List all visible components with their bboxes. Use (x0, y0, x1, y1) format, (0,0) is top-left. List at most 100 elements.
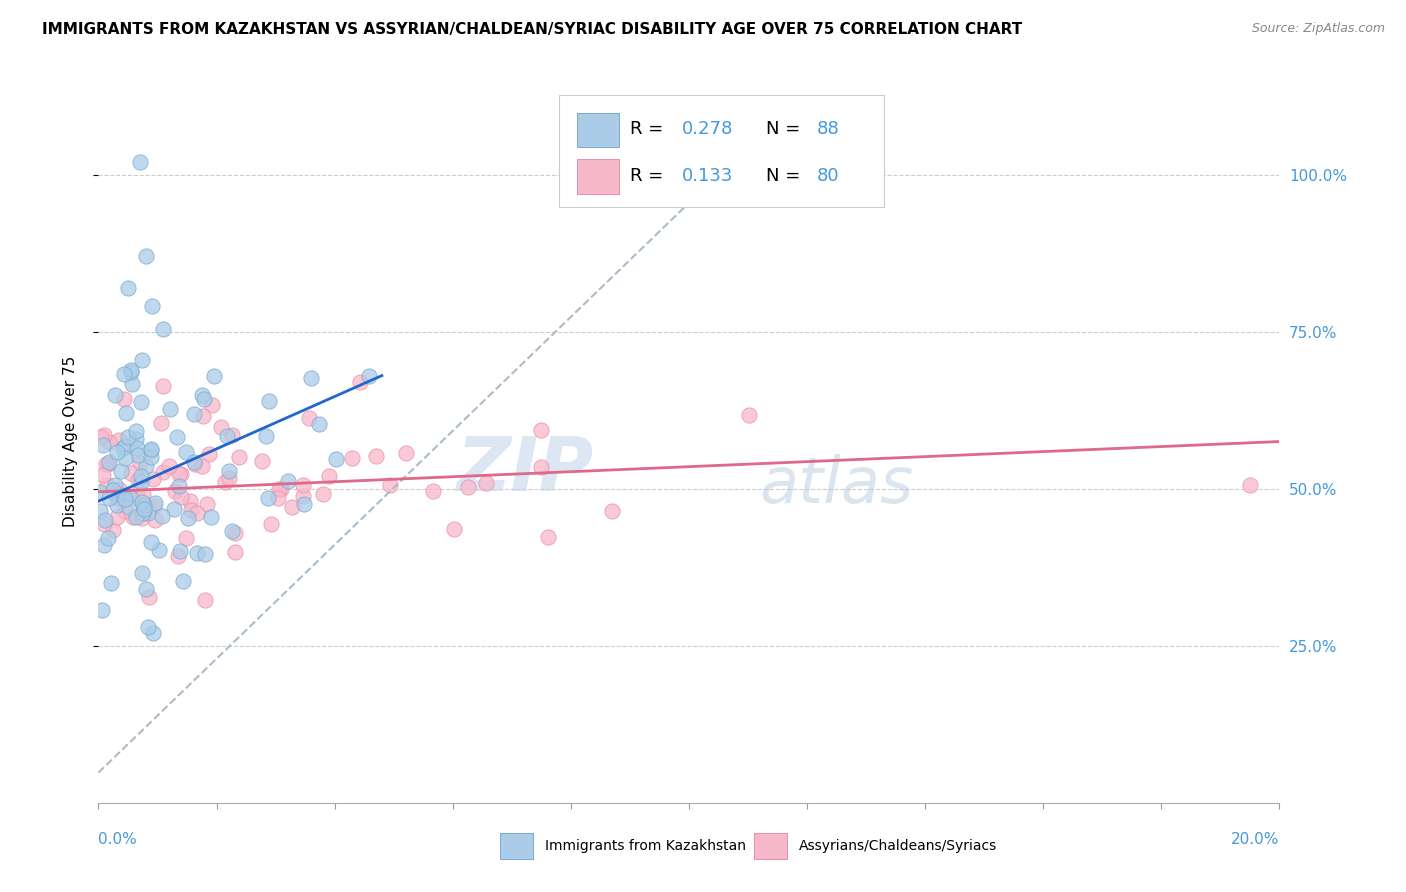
Point (349, 375, 371, 389)
Point (221, 524, 243, 539)
Point (152, 379, 174, 393)
Point (101, 524, 124, 538)
Point (89, 484, 111, 499)
Text: atlas: atlas (759, 454, 914, 516)
Point (174, 531, 197, 545)
Point (134, 498, 156, 512)
Point (738, 408, 761, 422)
Text: 20.0%: 20.0% (1232, 831, 1279, 847)
Point (131, 566, 153, 581)
Point (277, 474, 299, 488)
Point (94, 457, 117, 471)
Text: 0.278: 0.278 (682, 120, 733, 138)
Point (152, 322, 174, 336)
Point (1239, 477, 1261, 491)
Point (107, 491, 129, 506)
Point (97, 531, 120, 545)
Point (104, 478, 127, 492)
Point (214, 475, 236, 489)
Point (125, 510, 148, 524)
Point (224, 525, 246, 540)
Point (357, 368, 380, 383)
Point (291, 477, 314, 491)
Point (131, 494, 153, 508)
Point (378, 477, 401, 491)
Point (150, 416, 173, 430)
Point (218, 464, 240, 478)
Point (132, 506, 155, 520)
Point (366, 450, 388, 464)
Text: R =: R = (630, 168, 669, 186)
Point (177, 511, 200, 525)
Point (145, 513, 167, 527)
Point (530, 460, 553, 475)
Point (228, 450, 250, 465)
Point (186, 507, 208, 521)
Point (139, 443, 162, 458)
Point (135, 582, 157, 596)
Bar (576, 159, 619, 194)
Point (115, 406, 138, 420)
Point (114, 439, 136, 453)
Point (257, 491, 280, 505)
Point (127, 441, 149, 455)
Point (136, 620, 159, 634)
Point (167, 549, 190, 564)
Point (93, 538, 115, 552)
Point (141, 300, 163, 314)
Point (118, 500, 141, 515)
Point (269, 482, 291, 496)
Point (142, 472, 165, 486)
Point (198, 447, 221, 461)
Point (457, 479, 479, 493)
Point (120, 363, 142, 377)
Point (97, 455, 120, 469)
Point (148, 543, 170, 558)
Text: Assyrians/Chaldeans/Syriacs: Assyrians/Chaldeans/Syriacs (799, 839, 997, 853)
Point (104, 387, 127, 401)
FancyBboxPatch shape (560, 95, 884, 207)
Point (163, 483, 186, 498)
Point (270, 482, 292, 496)
Point (120, 491, 142, 505)
Point (267, 491, 290, 506)
Point (132, 502, 155, 516)
Point (530, 423, 553, 437)
Point (127, 449, 149, 463)
Point (308, 417, 330, 432)
Text: IMMIGRANTS FROM KAZAKHSTAN VS ASSYRIAN/CHALDEAN/SYRIAC DISABILITY AGE OVER 75 CO: IMMIGRANTS FROM KAZAKHSTAN VS ASSYRIAN/C… (42, 22, 1022, 37)
Point (120, 467, 142, 481)
Bar (576, 112, 619, 147)
Point (218, 471, 240, 485)
Text: 0.0%: 0.0% (98, 831, 138, 847)
Point (169, 490, 191, 504)
Text: ZIP: ZIP (457, 434, 595, 507)
Point (90, 430, 112, 444)
Point (202, 369, 225, 384)
Point (91, 438, 114, 452)
Point (94, 512, 117, 526)
Point (191, 459, 214, 474)
Point (97, 458, 120, 472)
Text: 80: 80 (817, 168, 839, 186)
Point (112, 392, 135, 406)
Point (93, 516, 115, 531)
Point (125, 424, 148, 438)
Point (200, 510, 222, 524)
Point (110, 464, 132, 478)
Point (475, 476, 498, 491)
Point (157, 459, 180, 474)
Point (117, 280, 139, 294)
Point (325, 451, 347, 466)
Point (174, 445, 197, 459)
Point (191, 388, 214, 402)
Point (172, 574, 194, 589)
Point (139, 450, 162, 464)
Point (194, 592, 217, 607)
Point (291, 489, 314, 503)
Point (108, 433, 131, 447)
Point (129, 469, 152, 483)
Point (194, 547, 217, 561)
Point (136, 506, 159, 520)
Point (299, 370, 322, 384)
